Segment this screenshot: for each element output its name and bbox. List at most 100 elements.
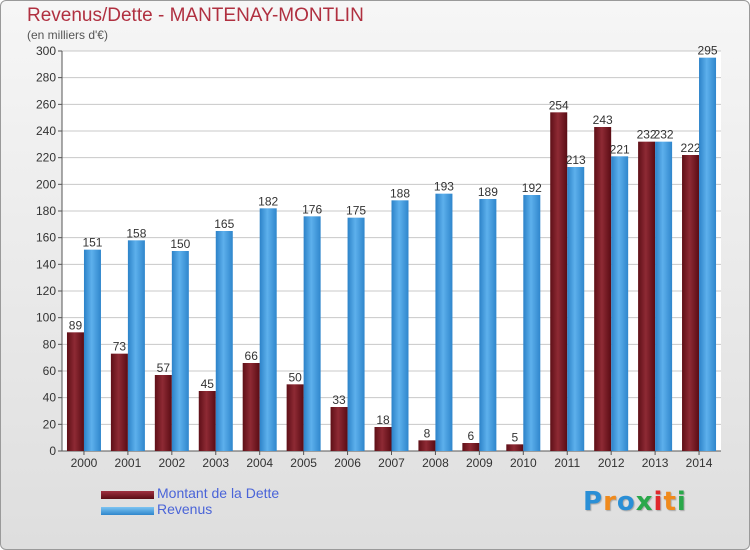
legend-label-dette: Montant de la Dette — [157, 485, 280, 501]
y-tick-label: 0 — [49, 444, 56, 458]
y-tick-label: 60 — [43, 364, 57, 378]
x-tick-label: 2006 — [334, 456, 361, 470]
bar-revenus — [567, 167, 585, 451]
x-tick-label: 2005 — [290, 456, 317, 470]
x-tick-label: 2001 — [115, 456, 142, 470]
bar-revenus — [391, 200, 409, 451]
y-tick-label: 140 — [36, 257, 56, 271]
bar-dette — [594, 127, 612, 451]
bar-dette — [682, 155, 700, 451]
x-tick-label: 2007 — [378, 456, 405, 470]
y-tick-label: 260 — [36, 97, 56, 111]
bar-revenus — [523, 195, 541, 451]
data-label-dette: 18 — [376, 413, 390, 427]
bar-dette — [198, 391, 216, 451]
x-tick-label: 2013 — [642, 456, 669, 470]
data-label-dette: 222 — [681, 141, 701, 155]
logo-letter: x — [635, 487, 654, 517]
data-label-revenus: 188 — [390, 186, 410, 200]
bar-revenus — [611, 156, 629, 452]
legend-label-revenus: Revenus — [157, 501, 213, 517]
x-tick-label: 2011 — [554, 456, 580, 470]
x-tick-label: 2003 — [202, 456, 229, 470]
y-tick-label: 180 — [36, 204, 56, 218]
bar-revenus — [259, 208, 277, 451]
data-label-revenus: 176 — [302, 202, 322, 216]
proxiti-logo: Proxiti — [583, 487, 687, 517]
data-label-revenus: 193 — [434, 180, 454, 194]
x-tick-label: 2002 — [158, 456, 185, 470]
bar-dette — [66, 332, 84, 451]
bar-dette — [242, 363, 260, 451]
bar-dette — [418, 440, 436, 451]
y-tick-label: 280 — [36, 71, 56, 85]
data-label-dette: 6 — [468, 429, 475, 443]
data-label-dette: 232 — [637, 128, 657, 142]
data-label-dette: 50 — [288, 370, 302, 384]
data-label-dette: 243 — [593, 113, 613, 127]
data-label-revenus: 192 — [522, 181, 542, 195]
y-tick-label: 120 — [36, 284, 56, 298]
x-tick-label: 2010 — [510, 456, 537, 470]
logo-letter: r — [603, 487, 617, 517]
logo-letter: i — [653, 487, 664, 517]
x-tick-label: 2000 — [71, 456, 98, 470]
y-tick-label: 160 — [36, 231, 56, 245]
bar-dette — [374, 427, 392, 451]
bar-dette — [154, 375, 172, 451]
bar-revenus — [435, 193, 453, 451]
data-label-dette: 254 — [549, 98, 569, 112]
y-tick-label: 20 — [43, 417, 57, 431]
bar-dette — [286, 384, 304, 451]
x-tick-label: 2004 — [246, 456, 273, 470]
data-label-dette: 8 — [424, 426, 431, 440]
y-tick-label: 40 — [43, 391, 57, 405]
data-label-revenus: 189 — [478, 185, 498, 199]
bar-revenus — [655, 141, 673, 451]
data-label-dette: 89 — [69, 318, 83, 332]
x-tick-label: 2008 — [422, 456, 449, 470]
bar-revenus — [303, 216, 321, 451]
logo-letter: t — [663, 487, 677, 517]
bar-revenus — [83, 249, 101, 451]
bar-dette — [638, 141, 656, 451]
data-label-dette: 33 — [332, 393, 346, 407]
bar-dette — [462, 443, 480, 451]
data-label-dette: 45 — [201, 377, 215, 391]
data-label-revenus: 213 — [566, 153, 586, 167]
legend-swatch-revenus — [101, 507, 154, 515]
data-label-revenus: 158 — [126, 226, 146, 240]
bar-revenus — [347, 217, 365, 451]
data-label-revenus: 151 — [82, 236, 102, 250]
y-tick-label: 80 — [43, 337, 57, 351]
bar-revenus — [479, 199, 497, 451]
data-label-dette: 57 — [157, 361, 171, 375]
logo-letter: P — [583, 487, 604, 517]
chart-subtitle: (en milliers d'€) — [27, 28, 108, 42]
data-label-dette: 5 — [511, 430, 518, 444]
y-tick-label: 200 — [36, 177, 56, 191]
bar-dette — [550, 112, 568, 451]
bar-revenus — [215, 231, 233, 451]
logo-letter: i — [676, 487, 687, 517]
data-label-revenus: 150 — [170, 237, 190, 251]
data-label-dette: 66 — [245, 349, 259, 363]
x-tick-label: 2012 — [598, 456, 625, 470]
bar-revenus — [127, 240, 145, 451]
data-label-revenus: 182 — [258, 194, 278, 208]
y-tick-label: 220 — [36, 151, 56, 165]
x-tick-label: 2014 — [686, 456, 713, 470]
bar-dette — [330, 407, 348, 451]
y-tick-label: 240 — [36, 124, 56, 138]
data-label-revenus: 175 — [346, 204, 366, 218]
data-label-revenus: 295 — [698, 44, 718, 58]
legend-swatch-dette — [101, 491, 154, 499]
logo-letter: o — [616, 487, 636, 517]
x-tick-label: 2009 — [466, 456, 493, 470]
y-tick-label: 100 — [36, 311, 56, 325]
data-label-revenus: 165 — [214, 217, 234, 231]
y-tick-label: 300 — [36, 44, 56, 58]
bar-revenus — [171, 251, 189, 451]
